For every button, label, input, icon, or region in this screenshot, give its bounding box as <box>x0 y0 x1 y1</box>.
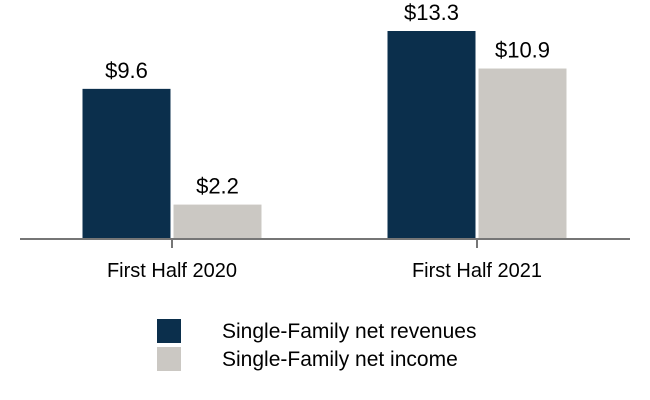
x-tick-label: First Half 2020 <box>107 260 237 282</box>
legend-swatch <box>157 347 181 371</box>
x-axis-ticks <box>171 239 478 248</box>
bar-net-revenues-0 <box>82 88 171 240</box>
bar-net-revenues-1 <box>387 31 476 239</box>
data-label-net-income-1: $10.9 <box>495 38 550 63</box>
legend-swatch <box>157 319 181 343</box>
value-labels: $9.6 $2.2 $13.3 $10.9 <box>105 0 550 199</box>
legend-label: Single-Family net revenues <box>222 320 476 343</box>
legend-item-net-revenues: Single-Family net revenues <box>157 319 476 343</box>
bars <box>82 31 567 240</box>
data-label-net-income-0: $2.2 <box>196 174 239 199</box>
x-tick-label: First Half 2021 <box>412 260 542 282</box>
legend: Single-Family net revenues Single-Family … <box>157 319 476 371</box>
data-label-net-revenues-1: $13.3 <box>404 0 459 25</box>
legend-item-net-income: Single-Family net income <box>157 347 458 371</box>
bar-net-income-0 <box>173 204 262 239</box>
x-axis-tick-labels: First Half 2020 First Half 2021 <box>107 260 542 282</box>
bar-net-income-1 <box>478 68 567 239</box>
data-label-net-revenues-0: $9.6 <box>105 58 148 83</box>
legend-label: Single-Family net income <box>222 348 458 371</box>
